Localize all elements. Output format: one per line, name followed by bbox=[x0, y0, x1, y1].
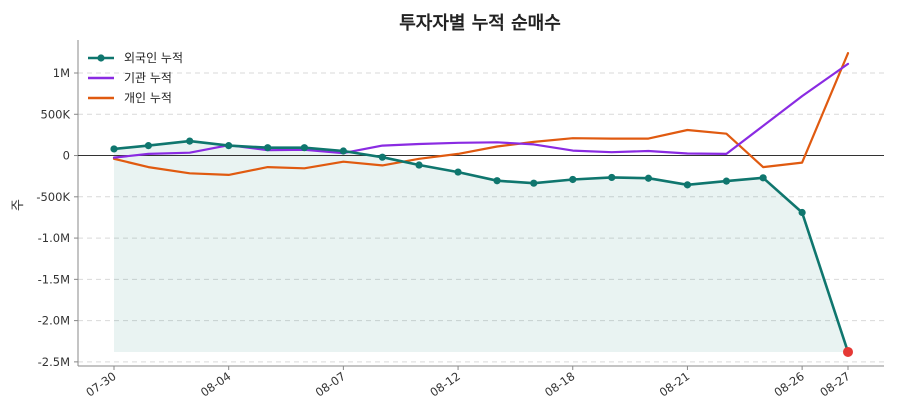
x-tick-label: 08-21 bbox=[657, 369, 692, 400]
data-point bbox=[454, 168, 462, 176]
x-tick-label: 08-04 bbox=[198, 369, 233, 400]
data-point bbox=[722, 177, 731, 185]
data-point bbox=[186, 137, 194, 145]
highlight-point bbox=[843, 346, 853, 357]
x-tick-label: 08-26 bbox=[771, 369, 806, 400]
y-axis-label: 주 bbox=[11, 199, 26, 211]
data-point bbox=[225, 142, 233, 150]
y-tick-label: -500K bbox=[36, 190, 70, 204]
y-tick-label: -1.0M bbox=[38, 231, 70, 245]
y-tick-label: -1.5M bbox=[38, 272, 70, 286]
y-ticks: 1M 500K 0 -500K -1.0M -1.5M -2.0M -2.5M bbox=[36, 66, 78, 369]
data-point bbox=[798, 208, 806, 217]
area-fill bbox=[114, 141, 848, 352]
y-tick-label: 1M bbox=[53, 66, 70, 80]
y-tick-label: 500K bbox=[41, 107, 71, 121]
series-line-0 bbox=[112, 139, 850, 354]
legend-label: 기관 누적 bbox=[124, 71, 172, 85]
x-tick-label: 08-18 bbox=[542, 369, 577, 400]
foreigner-area-fill bbox=[114, 141, 848, 352]
data-point bbox=[144, 142, 153, 150]
x-tick-label: 08-12 bbox=[427, 369, 462, 400]
chart-title: 투자자별 누적 순매수 bbox=[399, 13, 561, 34]
data-point bbox=[644, 174, 653, 182]
data-point bbox=[415, 161, 423, 169]
data-point bbox=[339, 147, 347, 155]
data-point bbox=[110, 145, 118, 153]
legend-label: 외국인 누적 bbox=[124, 51, 183, 65]
y-tick-label: 0 bbox=[63, 149, 70, 163]
series-markers bbox=[110, 137, 853, 357]
legend-marker bbox=[97, 54, 105, 62]
y-tick-label: -2.5M bbox=[38, 355, 70, 369]
data-point bbox=[264, 144, 272, 152]
data-point bbox=[759, 174, 767, 182]
data-point bbox=[569, 175, 577, 184]
data-point bbox=[300, 144, 308, 152]
data-point bbox=[608, 173, 616, 182]
x-tick-label: 08-27 bbox=[817, 369, 852, 400]
series-line-2 bbox=[112, 52, 850, 176]
x-tick-label: 08-07 bbox=[313, 369, 348, 400]
y-tick-label: -2.0M bbox=[38, 314, 70, 328]
data-point bbox=[378, 153, 386, 161]
axes bbox=[77, 40, 884, 367]
data-point bbox=[683, 181, 692, 189]
x-ticks: 07-30 08-04 08-07 08-12 08-18 08-21 08-26 08-27 bbox=[83, 366, 853, 400]
x-tick-label: 07-30 bbox=[83, 369, 118, 400]
legend-label: 개인 누적 bbox=[124, 91, 172, 105]
data-point bbox=[530, 179, 538, 187]
data-point bbox=[493, 177, 501, 185]
